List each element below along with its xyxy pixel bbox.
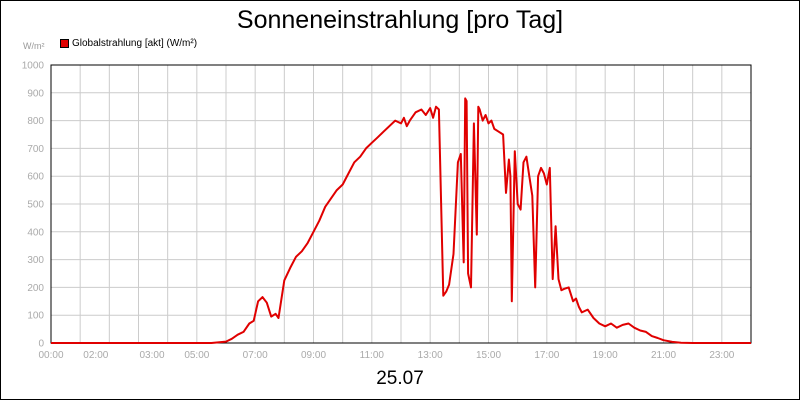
y-tick-label: 700 (27, 144, 44, 155)
y-tick-label: 300 (27, 255, 44, 266)
x-tick-label: 03:00 (140, 350, 165, 361)
x-tick-label: 23:00 (709, 350, 734, 361)
y-tick-label: 800 (27, 116, 44, 127)
y-axis-unit-label: W/m² (23, 41, 45, 51)
series-line-globalstrahlung (51, 97, 751, 344)
x-tick-label: 19:00 (593, 350, 618, 361)
x-tick-label: 09:00 (301, 350, 326, 361)
x-axis-date-label: 25.07 (376, 368, 424, 389)
legend-label: Globalstrahlung [akt] (W/m²) (72, 38, 198, 49)
legend-swatch (60, 39, 69, 48)
x-tick-label: 00:00 (38, 350, 63, 361)
legend: Globalstrahlung [akt] (W/m²) (60, 38, 197, 49)
x-tick-label: 05:00 (184, 350, 209, 361)
y-tick-label: 200 (27, 283, 44, 294)
x-tick-label: 07:00 (243, 350, 268, 361)
plot-border (50, 64, 752, 344)
y-tick-label: 600 (27, 172, 44, 183)
x-tick-label: 11:00 (360, 350, 385, 361)
y-tick-label: 500 (27, 200, 44, 211)
y-tick-label: 0 (38, 339, 44, 350)
chart-title: Sonneneinstrahlung [pro Tag] (236, 6, 564, 34)
x-tick-label: 21:00 (651, 350, 676, 361)
y-tick-label: 400 (27, 227, 44, 238)
x-tick-label: 17:00 (534, 350, 559, 361)
x-tick-label: 13:00 (418, 350, 443, 361)
y-tick-label: 1000 (22, 61, 45, 72)
x-tick-label: 15:00 (476, 350, 501, 361)
y-tick-label: 100 (27, 311, 44, 322)
x-tick-label: 02:00 (83, 350, 108, 361)
y-tick-label: 900 (27, 88, 44, 99)
